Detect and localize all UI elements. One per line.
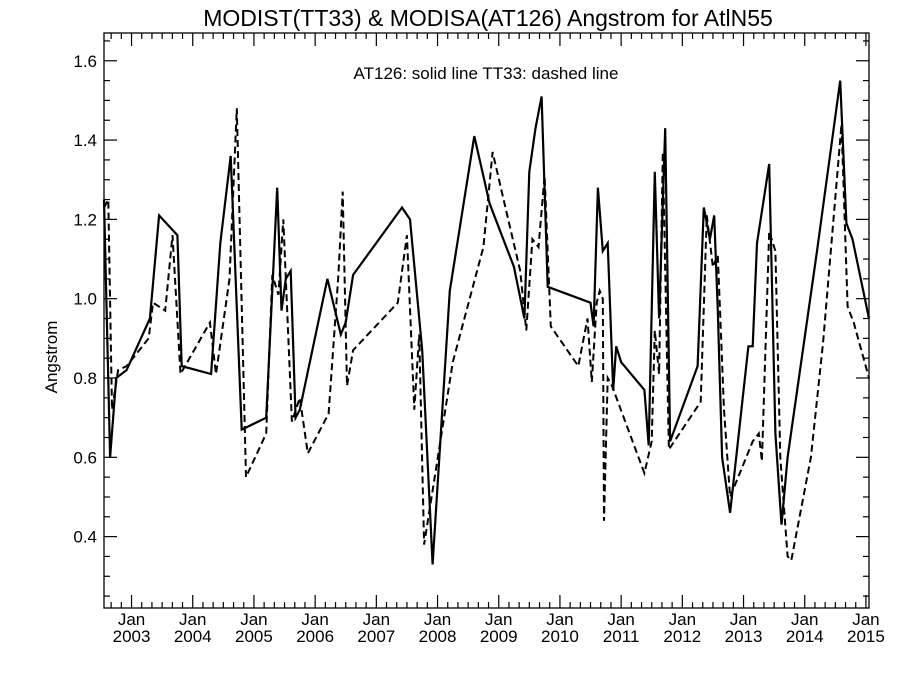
x-tick-month-label: Jan	[179, 610, 206, 629]
x-tick-month-label: Jan	[669, 610, 696, 629]
x-tick-year-label: 2015	[847, 627, 885, 646]
x-tick-year-label: 2013	[725, 627, 763, 646]
y-tick-label: 1.2	[73, 210, 97, 229]
x-tick-labels: Jan2003Jan2004Jan2005Jan2006Jan2007Jan20…	[113, 610, 885, 646]
y-tick-labels: 0.4 0.6 0.8 1.0 1.2 1.4 1.6	[73, 52, 97, 547]
y-tick-label: 1.0	[73, 290, 97, 309]
x-tick-month-label: Jan	[363, 610, 390, 629]
y-tick-label: 1.6	[73, 52, 97, 71]
x-tick-year-label: 2008	[419, 627, 457, 646]
chart-title: MODIST(TT33) & MODISA(AT126) Angstrom fo…	[203, 5, 773, 31]
x-tick-year-label: 2011	[603, 627, 640, 646]
x-tick-year-label: 2012	[663, 627, 701, 646]
x-tick-month-label: Jan	[485, 610, 512, 629]
x-tick-month-label: Jan	[791, 610, 818, 629]
x-tick-month-label: Jan	[852, 610, 879, 629]
x-tick-month-label: Jan	[301, 610, 328, 629]
x-tick-year-label: 2009	[480, 627, 518, 646]
x-tick-month-label: Jan	[240, 610, 267, 629]
y-tick-label: 0.8	[73, 369, 97, 388]
y-tick-label: 0.6	[73, 448, 97, 467]
plot-frame	[103, 32, 870, 609]
x-tick-year-label: 2004	[174, 627, 212, 646]
y-axis-label: Angstrom	[42, 321, 61, 394]
y-tick-label: 0.4	[73, 528, 97, 547]
x-tick-month-label: Jan	[730, 610, 757, 629]
series-line-AT126	[102, 80, 871, 565]
x-tick-year-label: 2003	[113, 627, 151, 646]
series-style-annotation: AT126: solid line TT33: dashed line	[354, 64, 619, 83]
x-tick-month-label: Jan	[607, 610, 634, 629]
x-tick-month-label: Jan	[424, 610, 451, 629]
plot-axes	[103, 32, 870, 609]
series-lines	[102, 80, 871, 565]
series-line-TT33	[103, 108, 870, 563]
x-tick-month-label: Jan	[118, 610, 145, 629]
x-tick-year-label: 2006	[296, 627, 334, 646]
x-tick-month-label: Jan	[546, 610, 573, 629]
x-tick-year-label: 2007	[357, 627, 395, 646]
x-tick-year-label: 2005	[235, 627, 273, 646]
x-tick-year-label: 2014	[786, 627, 824, 646]
x-tick-year-label: 2010	[541, 627, 579, 646]
y-tick-label: 1.4	[73, 131, 97, 150]
